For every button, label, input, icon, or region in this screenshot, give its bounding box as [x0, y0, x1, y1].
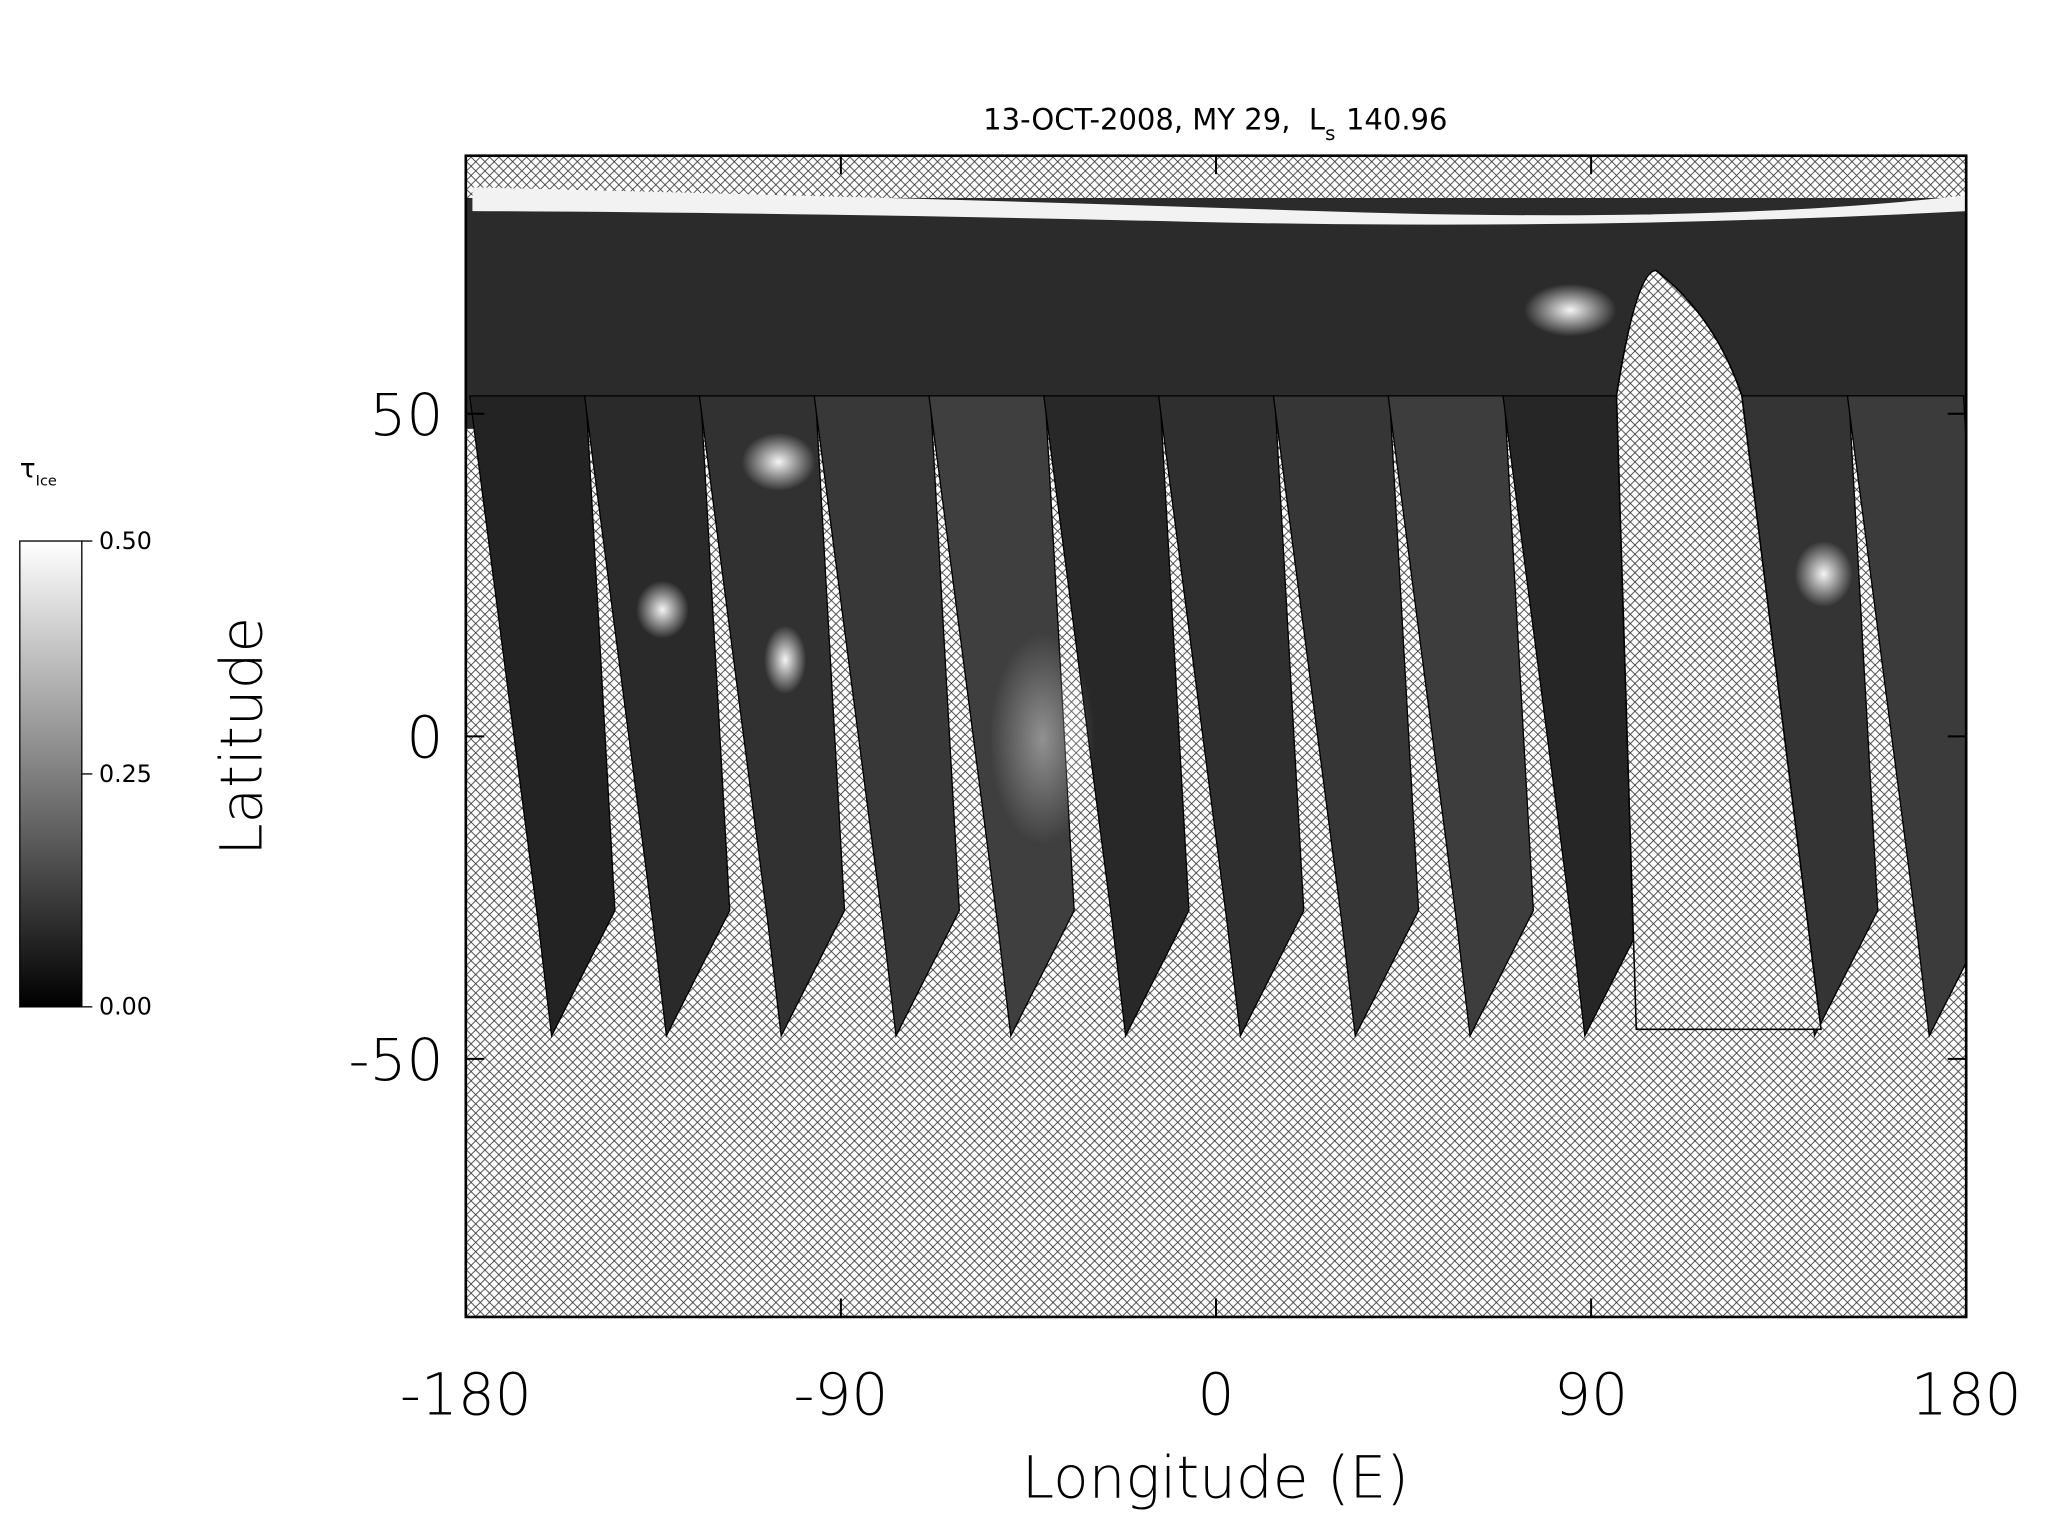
- y-tick-label: -50: [349, 1026, 444, 1094]
- orbit-strip: [583, 395, 731, 1039]
- y-tick-label: 50: [370, 381, 444, 449]
- x-axis-title: Longitude (E): [1022, 1444, 1409, 1512]
- title-date: 13-OCT-2008, MY 29,: [983, 102, 1290, 136]
- x-tick-label: -90: [794, 1361, 889, 1429]
- orbit-strip: [1502, 395, 1649, 1039]
- colorbar-tick-label: 0.00: [99, 993, 152, 1021]
- chart-title: 13-OCT-2008, MY 29, Ls 140.96: [983, 102, 1447, 145]
- cloud: [1794, 541, 1853, 608]
- y-tick-label: 0: [406, 703, 443, 771]
- orbit-strip: [1043, 395, 1190, 1039]
- map-image: [465, 155, 1967, 1317]
- x-tick-label: -180: [400, 1361, 532, 1429]
- colorbar-tick-label: 0.25: [99, 760, 152, 788]
- colorbar-symbol: τ: [20, 455, 36, 485]
- title-ls-value: 140.96: [1346, 102, 1448, 136]
- x-tick-label: 180: [1911, 1361, 2022, 1429]
- title-ls-sub: s: [1325, 122, 1335, 145]
- colorbar-subscript: Ice: [36, 474, 57, 490]
- orbit-strip: [698, 395, 846, 1039]
- colorbar-title: τIce: [20, 455, 57, 490]
- orbit-strip: [469, 395, 616, 1039]
- colorbar-tick-label: 0.50: [99, 527, 152, 555]
- orbit-strip: [1387, 395, 1535, 1039]
- colorbar: [19, 540, 83, 1008]
- cloud: [764, 625, 807, 695]
- orbit-strip: [1157, 395, 1305, 1039]
- y-axis-title: Latitude: [207, 617, 275, 856]
- cloud: [741, 432, 816, 491]
- polar-cap: [472, 187, 1967, 225]
- orbit-strip: [1846, 395, 1967, 1039]
- orbit-gap: [1615, 269, 1822, 1031]
- cloud: [636, 580, 689, 639]
- orbit-strip: [813, 395, 961, 1039]
- x-tick-label: 0: [1198, 1361, 1235, 1429]
- x-tick-label: 90: [1554, 1361, 1628, 1429]
- cloud: [989, 633, 1096, 845]
- cloud: [1524, 283, 1617, 337]
- orbit-strip: [1272, 395, 1420, 1039]
- title-ls: L: [1309, 102, 1326, 136]
